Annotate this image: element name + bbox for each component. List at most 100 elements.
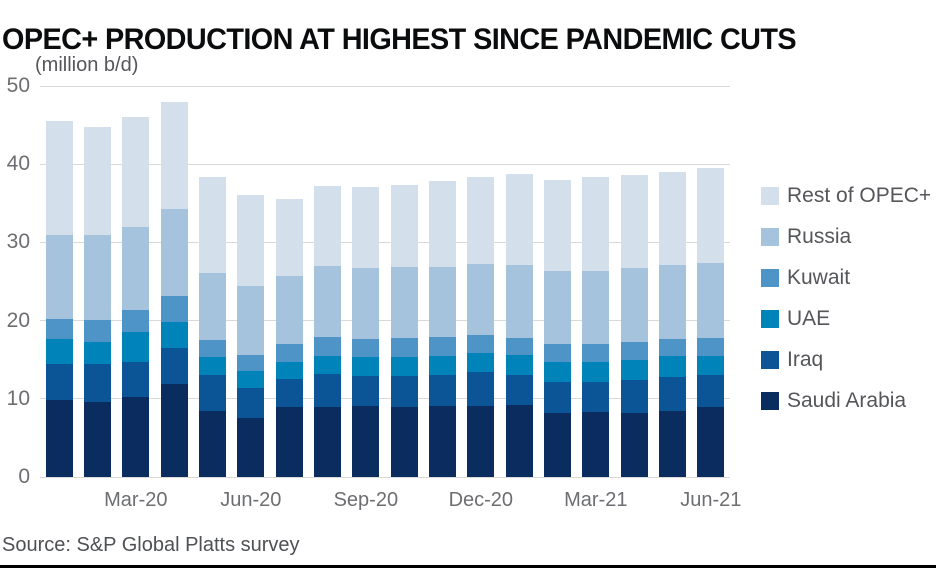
- bar-segment-May-21-kuwait: [659, 338, 686, 356]
- bar-segment-Mar-20-iraq: [122, 362, 150, 398]
- gridline-y-30: [40, 241, 730, 243]
- legend-label-russia: Russia: [787, 225, 852, 248]
- bar-segment-Jan-21-iraq: [505, 375, 533, 406]
- bar-segment-Aug-20-russia: [314, 265, 341, 338]
- legend-item-iraq: Iraq: [761, 348, 931, 371]
- bar-segment-Nov-20-russia: [429, 266, 456, 338]
- bar-segment-Aug-20-kuwait: [314, 337, 341, 356]
- x-tick-label-sep-20: Sep-20: [333, 489, 399, 511]
- bar-segment-Mar-21-uae: [582, 362, 610, 382]
- bar-segment-Mar-21-iraq: [582, 381, 610, 413]
- bar-segment-Apr-21-rest-of-opec-: [620, 175, 648, 269]
- bar-segment-Feb-21-kuwait: [544, 344, 571, 363]
- gridline-y-50: [40, 85, 730, 87]
- bar-segment-Aug-20-uae: [314, 355, 341, 374]
- bar-segment-Apr-20-saudi-arabia: [160, 383, 188, 477]
- bar-segment-Apr-21-uae: [620, 359, 648, 381]
- bar-segment-Feb-21-uae: [544, 362, 571, 383]
- bar-segment-Sep-20-kuwait: [352, 338, 380, 358]
- bar-segment-Jun-21-rest-of-opec-: [697, 168, 725, 263]
- bar-segment-Jun-20-iraq: [237, 387, 265, 418]
- bar-segment-Apr-20-russia: [160, 208, 188, 297]
- bar-segment-Nov-20-iraq: [429, 375, 456, 406]
- bar-segment-Feb-21-russia: [544, 271, 571, 345]
- bar-segment-May-21-saudi-arabia: [659, 410, 686, 477]
- bar-segment-Oct-20-iraq: [390, 376, 418, 407]
- gridline-y-0: [40, 476, 730, 478]
- bar-segment-Jun-20-saudi-arabia: [237, 417, 265, 477]
- bar-segment-Nov-20-rest-of-opec-: [429, 180, 456, 267]
- bar-segment-Feb-20-iraq: [84, 364, 111, 402]
- bar-segment-Dec-20-iraq: [467, 372, 495, 406]
- bar-segment-Apr-20-iraq: [160, 347, 188, 384]
- bar-segment-Feb-20-kuwait: [84, 319, 111, 342]
- bar-segment-Feb-20-rest-of-opec-: [84, 126, 111, 235]
- bar-segment-Oct-20-russia: [390, 267, 418, 338]
- bar-segment-Jan-21-russia: [505, 265, 533, 338]
- bar-segment-May-20-iraq: [199, 374, 226, 411]
- bar-segment-Dec-20-uae: [467, 353, 495, 373]
- legend-label-rest-of-opec-: Rest of OPEC+: [787, 184, 932, 207]
- bar-segment-Nov-20-saudi-arabia: [429, 405, 456, 477]
- bar-segment-Mar-20-rest-of-opec-: [122, 117, 150, 227]
- bar-segment-Jul-20-kuwait: [275, 344, 303, 363]
- bar-segment-Oct-20-saudi-arabia: [390, 406, 418, 477]
- y-tick-label-40: 40: [6, 152, 30, 176]
- legend-swatch-kuwait: [761, 269, 779, 287]
- bar-segment-Feb-20-uae: [84, 341, 111, 365]
- bar-segment-May-21-iraq: [659, 376, 686, 411]
- bar-segment-Jan-20-iraq: [45, 363, 73, 401]
- legend-swatch-russia: [761, 228, 779, 246]
- bar-segment-Dec-20-russia: [467, 264, 495, 335]
- bar-segment-Oct-20-uae: [390, 356, 418, 377]
- chart-title: OPEC+ PRODUCTION AT HIGHEST SINCE PANDEM…: [2, 23, 797, 57]
- legend-label-iraq: Iraq: [787, 348, 824, 371]
- bar-segment-Jul-20-saudi-arabia: [275, 406, 303, 477]
- bar-segment-Oct-20-kuwait: [390, 337, 418, 357]
- bar-segment-Jun-21-russia: [697, 262, 725, 338]
- legend-label-saudi-arabia: Saudi Arabia: [787, 389, 907, 412]
- bar-segment-Nov-20-uae: [429, 355, 456, 376]
- legend-swatch-iraq: [761, 351, 779, 369]
- gridline-y-20: [40, 320, 730, 322]
- bar-segment-Jun-20-kuwait: [237, 355, 265, 372]
- bar-segment-Aug-20-rest-of-opec-: [314, 186, 341, 266]
- y-tick-label-50: 50: [6, 74, 30, 97]
- bar-segment-Apr-20-kuwait: [160, 296, 188, 323]
- x-tick-label-jun-20: Jun-20: [220, 489, 282, 511]
- bar-segment-Jan-21-saudi-arabia: [505, 405, 533, 477]
- bar-segment-Apr-20-rest-of-opec-: [160, 102, 188, 209]
- bar-segment-May-21-russia: [659, 265, 686, 339]
- bar-segment-Jan-20-uae: [45, 339, 73, 364]
- bar-segment-Mar-20-saudi-arabia: [122, 397, 150, 477]
- bar-segment-Jun-21-iraq: [697, 374, 725, 407]
- bar-segment-Sep-20-uae: [352, 357, 380, 377]
- bar-segment-Aug-20-iraq: [314, 373, 341, 407]
- bar-segment-Jul-20-russia: [275, 276, 303, 345]
- x-tick-label-jun-21: Jun-21: [680, 489, 742, 511]
- bar-segment-May-21-uae: [659, 355, 686, 377]
- bar-segment-Jan-21-kuwait: [505, 337, 533, 355]
- bar-segment-May-20-russia: [199, 272, 226, 341]
- bar-segment-Mar-21-saudi-arabia: [582, 412, 610, 477]
- x-tick-label-dec-20: Dec-20: [448, 489, 514, 511]
- bar-segment-Mar-20-russia: [122, 226, 150, 311]
- bar-segment-Mar-20-uae: [122, 332, 150, 363]
- bar-segment-Jan-21-rest-of-opec-: [505, 174, 533, 266]
- bar-segment-Dec-20-saudi-arabia: [467, 405, 495, 477]
- bar-segment-Sep-20-saudi-arabia: [352, 405, 380, 477]
- bar-segment-Feb-20-russia: [84, 234, 111, 320]
- legend-swatch-rest-of-opec-: [761, 187, 779, 205]
- bar-segment-Dec-20-rest-of-opec-: [467, 177, 495, 265]
- bar-segment-May-20-uae: [199, 357, 226, 375]
- bar-segment-Apr-21-iraq: [620, 380, 648, 413]
- bar-segment-May-20-kuwait: [199, 340, 226, 358]
- bottom-border: [0, 565, 936, 568]
- gridline-y-10: [40, 398, 730, 400]
- bar-segment-Jun-20-rest-of-opec-: [237, 194, 265, 287]
- bar-segment-Sep-20-iraq: [352, 376, 380, 406]
- bar-segment-Jul-20-rest-of-opec-: [275, 198, 303, 276]
- bar-segment-Jan-20-russia: [45, 234, 73, 320]
- gridline-y-40: [40, 163, 730, 165]
